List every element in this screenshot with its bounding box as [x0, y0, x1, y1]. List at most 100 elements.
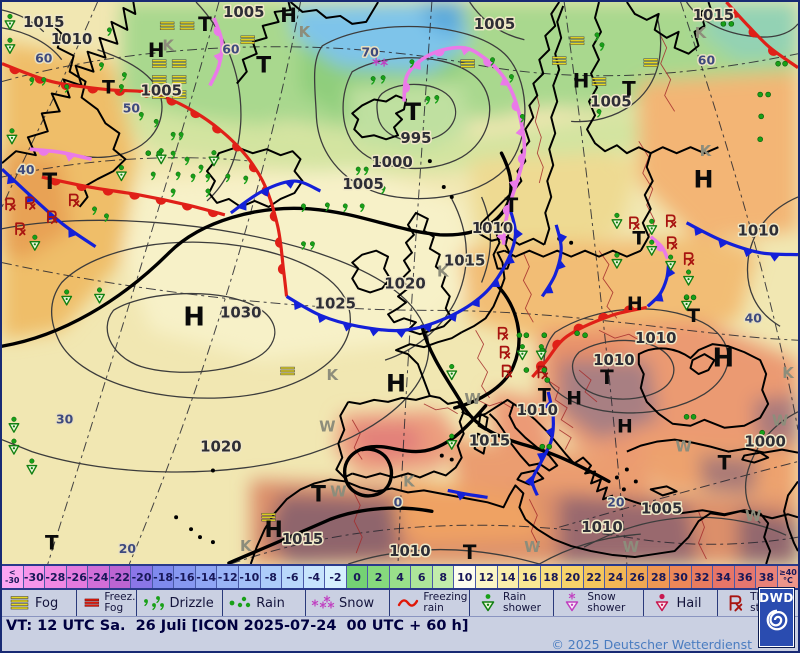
- drizzle-symbol: [92, 206, 97, 215]
- drizzle-symbol: [107, 27, 112, 36]
- thunder-symbol: [15, 222, 26, 236]
- drizzle-symbol: [301, 203, 306, 212]
- svg-text:T: T: [405, 98, 422, 126]
- rain-symbol: [544, 377, 551, 383]
- svg-text:H: H: [693, 166, 713, 194]
- rain-shower-icon: [481, 594, 495, 612]
- fog-symbol: [171, 75, 187, 84]
- colorbar-cell: -28: [45, 566, 67, 588]
- rain-symbol: [523, 367, 530, 373]
- shower-symbol: [681, 294, 693, 311]
- drizzle-symbol: [425, 96, 431, 105]
- snow-icon: [311, 595, 335, 609]
- drizzle-symbol: [178, 131, 184, 141]
- svg-text:T: T: [45, 531, 59, 554]
- colorbar-cell: -2: [325, 566, 347, 588]
- legend-item-rain-shower: Rain shower: [470, 590, 555, 616]
- fog-symbol: [151, 75, 167, 84]
- svg-text:1010: 1010: [389, 542, 431, 560]
- svg-text:1015: 1015: [23, 13, 65, 31]
- colorbar-cell: 36: [734, 566, 757, 588]
- colorbar-cell: -26: [66, 566, 89, 588]
- colorbar-cell: 20: [562, 566, 584, 588]
- rain-symbol: [775, 60, 781, 67]
- fog-symbol: [171, 90, 187, 99]
- colorbar-cell: -14: [195, 566, 218, 588]
- colorbar-cell: 2: [368, 566, 390, 588]
- shower-symbol: [4, 13, 16, 31]
- shower-symbol: [94, 287, 105, 304]
- legend-item-label: Rain: [256, 595, 285, 611]
- svg-text:H: H: [183, 303, 205, 333]
- colorbar-cell: -18: [152, 566, 175, 588]
- shower-symbol: [683, 269, 695, 286]
- rain-symbol: [541, 367, 548, 373]
- drizzle-symbol: [519, 113, 525, 123]
- rain-symbol: [757, 136, 763, 143]
- svg-text:40: 40: [17, 162, 35, 177]
- svg-text:1015: 1015: [693, 6, 735, 24]
- weather-fronts: [2, 2, 798, 501]
- drizzle-symbol: [380, 75, 386, 84]
- drizzle-symbol: [409, 59, 415, 68]
- rain-symbol: [683, 414, 690, 420]
- svg-text:K: K: [162, 37, 174, 55]
- rain-symbol: [539, 443, 546, 450]
- svg-text:W: W: [524, 538, 540, 556]
- drizzle-symbol: [243, 175, 249, 185]
- drizzle-symbol: [599, 42, 605, 51]
- fog-symbol: [240, 35, 255, 44]
- thunder-symbol: [499, 345, 511, 360]
- thunderstorm-icon: [729, 595, 743, 612]
- drizzle-symbol: [380, 185, 386, 195]
- colorbar-cell: 6: [411, 566, 433, 588]
- svg-text:1010: 1010: [635, 329, 677, 347]
- shower-symbol: [535, 344, 547, 361]
- weather-symbol-legend: Fog Freez. Fog Drizzle Rain Snow Freezing rai…: [2, 590, 798, 617]
- svg-text:40: 40: [745, 310, 763, 325]
- rain-symbol: [541, 332, 548, 339]
- shower-symbol: [446, 364, 458, 381]
- rain-symbol: [523, 332, 530, 339]
- svg-text:0: 0: [394, 494, 403, 509]
- svg-text:T: T: [632, 228, 645, 250]
- fog-symbol: [151, 90, 167, 99]
- svg-text:T: T: [600, 366, 614, 389]
- svg-text:K: K: [327, 366, 339, 384]
- drizzle-symbol: [198, 164, 204, 174]
- snow-symbol: [372, 57, 380, 66]
- rain-symbol: [758, 113, 764, 120]
- svg-text:T: T: [42, 170, 57, 195]
- svg-text:60: 60: [222, 42, 240, 57]
- svg-text:1000: 1000: [744, 433, 786, 451]
- colorbar-cell: 16: [519, 566, 541, 588]
- freezing-rain-icon: [398, 599, 419, 607]
- shower-symbol: [446, 433, 458, 450]
- svg-text:W: W: [745, 507, 761, 525]
- drizzle-symbol: [310, 241, 315, 250]
- svg-text:H: H: [386, 370, 406, 398]
- svg-text:T: T: [311, 482, 326, 507]
- svg-text:1005: 1005: [474, 15, 516, 33]
- fog-symbol: [460, 59, 475, 68]
- svg-text:1010: 1010: [51, 30, 93, 48]
- drizzle-symbol: [170, 188, 176, 198]
- legend-item-label: Snow shower: [587, 590, 626, 614]
- snow-symbol: [380, 58, 388, 67]
- fog-symbol: [591, 77, 607, 86]
- svg-text:995: 995: [400, 129, 431, 147]
- drizzle-symbol: [205, 173, 211, 183]
- rain-symbol: [516, 332, 523, 339]
- rain-symbol: [782, 60, 788, 67]
- drizzle-symbol: [184, 156, 190, 166]
- drizzle-symbol: [64, 84, 70, 93]
- legend-item-label: Rain shower: [503, 590, 541, 614]
- drizzle-symbol: [359, 203, 365, 212]
- shower-symbol: [115, 165, 127, 182]
- colorbar-cell: 10: [454, 566, 477, 588]
- shower-symbol: [665, 254, 677, 271]
- thunder-symbol: [629, 216, 640, 230]
- isobars-thin: [2, 2, 798, 564]
- svg-text:1020: 1020: [384, 274, 426, 292]
- drizzle-icon: [143, 596, 164, 611]
